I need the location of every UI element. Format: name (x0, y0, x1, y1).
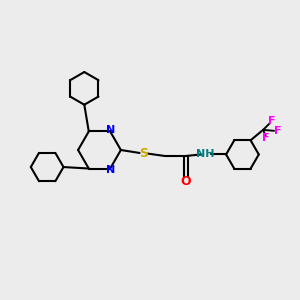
Text: N: N (106, 125, 115, 135)
Text: F: F (268, 116, 276, 126)
Text: F: F (262, 133, 270, 143)
Text: F: F (274, 126, 281, 136)
Text: S: S (139, 147, 148, 160)
Text: O: O (181, 175, 191, 188)
Text: N: N (106, 165, 115, 175)
Text: NH: NH (196, 149, 214, 160)
